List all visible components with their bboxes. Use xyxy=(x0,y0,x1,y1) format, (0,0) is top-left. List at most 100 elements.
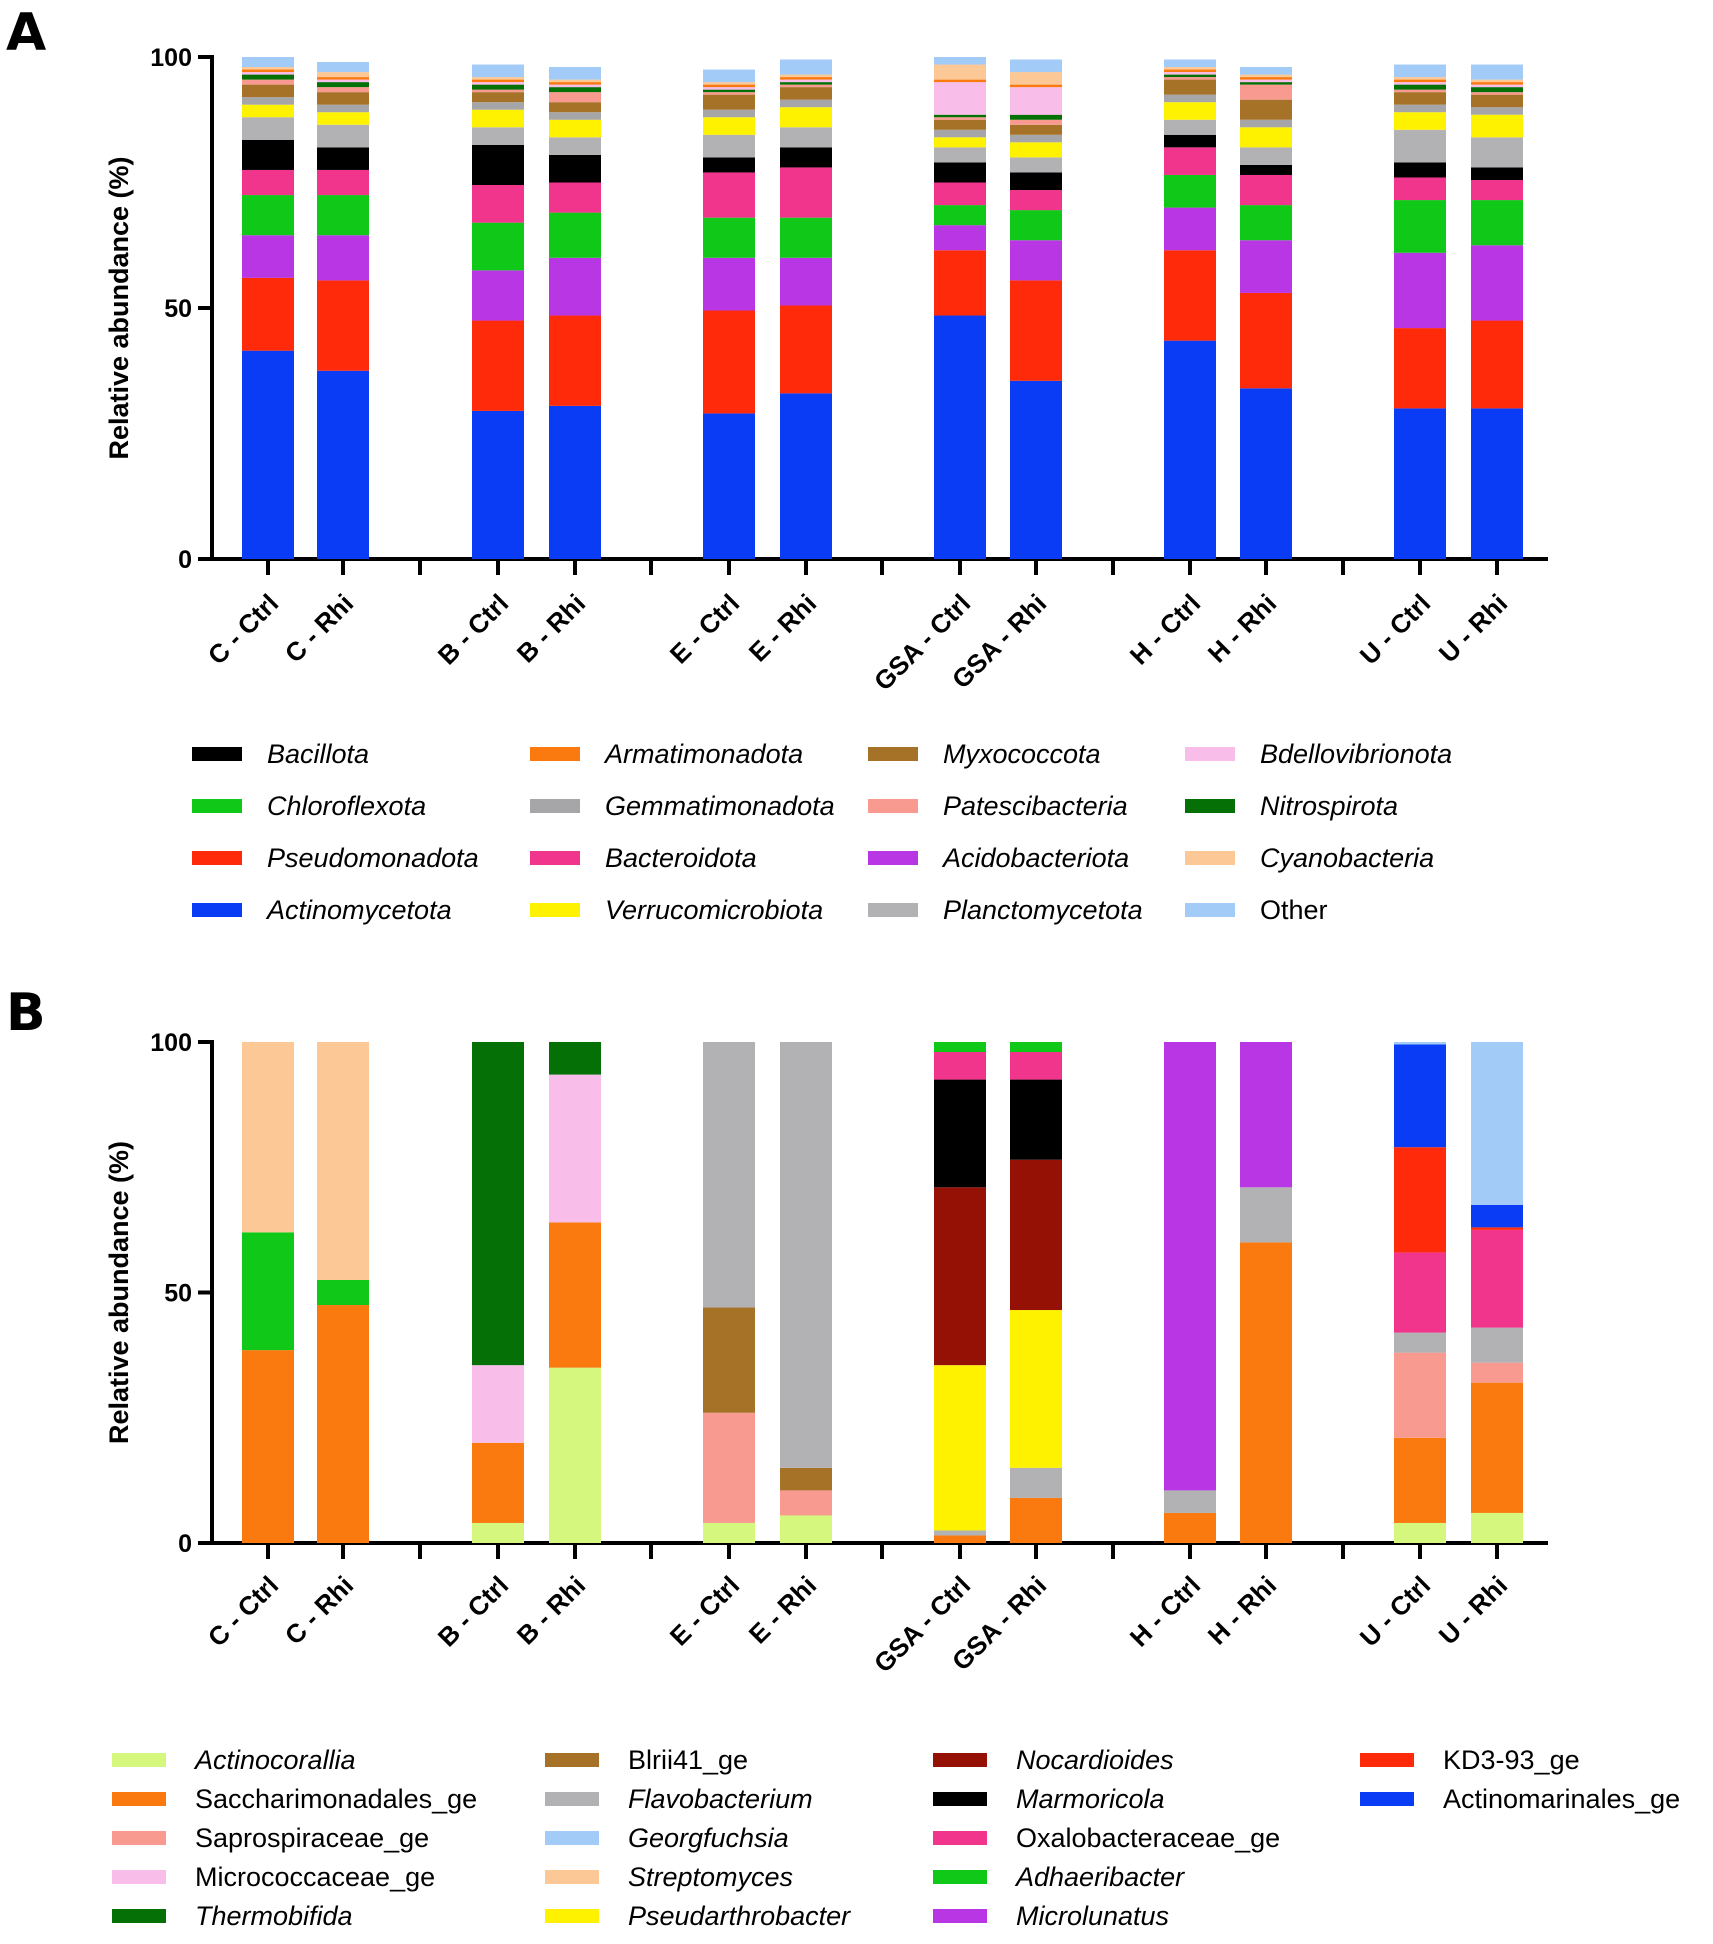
bar-segment-pseudomonadota-gsa-ctrl xyxy=(934,250,986,316)
x-tick-label-h-ctrl: H - Ctrl xyxy=(1124,588,1206,670)
bar-segment-verrucomicrobiota-h-rhi xyxy=(1240,127,1292,148)
bar-segment-bacteroidota-h-rhi xyxy=(1240,174,1292,206)
bar-segment-verrucomicrobiota-b-rhi xyxy=(549,119,601,138)
bar-segment-cyanobacteria-gsa-ctrl xyxy=(934,64,986,80)
legend-swatch-other xyxy=(1185,903,1235,917)
bar-segment-armatimonadota-c-ctrl xyxy=(242,69,294,73)
bar-segment-nitrospirota-e-rhi xyxy=(780,82,832,85)
bar-segment-actinomycetota-b-rhi xyxy=(549,405,601,559)
bar-segment-bdellovibrionota-h-rhi xyxy=(1240,79,1292,83)
bar-segment-flavobacterium-h-rhi xyxy=(1240,1187,1292,1243)
bar-segment-myxococcota-c-rhi xyxy=(317,92,369,105)
bar-segment-cyanobacteria-c-rhi xyxy=(317,72,369,78)
bar-segment-planctomycetota-gsa-rhi xyxy=(1010,157,1062,173)
legend-label-bacteroidota: Bacteroidota xyxy=(605,843,757,873)
bar-segment-chloroflexota-c-ctrl xyxy=(242,195,294,236)
bar-segment-microlunatus-h-ctrl xyxy=(1164,1042,1216,1491)
bar-segment-flavobacterium-u-ctrl xyxy=(1394,1332,1446,1353)
bar-segment-gemmatimonadota-u-rhi xyxy=(1471,107,1523,115)
bar-segment-actinocorallia-u-ctrl xyxy=(1394,1522,1446,1543)
bar-segment-nitrospirota-u-ctrl xyxy=(1394,84,1446,90)
legend-label-myxococcota: Myxococcota xyxy=(943,739,1101,769)
x-tick-label-h-rhi: H - Rhi xyxy=(1202,588,1282,668)
panel-letter: B xyxy=(6,983,46,1043)
bar-segment-acidobacteriota-u-ctrl xyxy=(1394,252,1446,329)
bar-segment-pseudomonadota-gsa-rhi xyxy=(1010,280,1062,381)
legend-label-microlunatus: Microlunatus xyxy=(1016,1901,1169,1931)
legend-swatch-planctomycetota xyxy=(868,903,918,917)
bar-segment-verrucomicrobiota-e-rhi xyxy=(780,107,832,128)
bar-segment-chloroflexota-h-rhi xyxy=(1240,205,1292,241)
bar-segment-patescibacteria-b-rhi xyxy=(549,92,601,103)
bar-segment-saccharimonadales-ge-gsa-rhi xyxy=(1010,1497,1062,1543)
bar-segment-bacteroidota-b-rhi xyxy=(549,182,601,213)
legend-label-flavobacterium: Flavobacterium xyxy=(628,1784,813,1814)
legend-swatch-myxococcota xyxy=(868,747,918,761)
bar-segment-myxococcota-gsa-rhi xyxy=(1010,124,1062,135)
bar-segment-chloroflexota-gsa-ctrl xyxy=(934,205,986,226)
legend-label-actinocorallia: Actinocorallia xyxy=(193,1745,356,1775)
bar-segment-microlunatus-h-rhi xyxy=(1240,1042,1292,1188)
bar-segment-cyanobacteria-e-ctrl xyxy=(703,82,755,85)
bar-segment-patescibacteria-gsa-rhi xyxy=(1010,119,1062,125)
bar-segment-pseudarthrobacter-gsa-rhi xyxy=(1010,1310,1062,1468)
bar-segment-planctomycetota-e-rhi xyxy=(780,127,832,148)
bar-segment-bacteroidota-e-rhi xyxy=(780,167,832,218)
bar-segment-planctomycetota-gsa-ctrl xyxy=(934,147,986,163)
legend-swatch-flavobacterium xyxy=(545,1792,599,1806)
bar-segment-kd3-93-ge-u-rhi xyxy=(1471,1227,1523,1230)
bar-segment-nitrospirota-gsa-ctrl xyxy=(934,114,986,118)
bar-segment-saprospiraceae-ge-u-rhi xyxy=(1471,1362,1523,1383)
bar-segment-bacillota-h-rhi xyxy=(1240,164,1292,175)
bar-segment-verrucomicrobiota-c-rhi xyxy=(317,112,369,125)
legend-label-saprospiraceae-ge: Saprospiraceae_ge xyxy=(195,1823,429,1853)
y-tick-label: 100 xyxy=(150,1029,192,1057)
bar-segment-streptomyces-c-rhi xyxy=(317,1042,369,1280)
bar-segment-actinocorallia-b-ctrl xyxy=(472,1522,524,1543)
bar-segment-other-b-ctrl xyxy=(472,64,524,78)
legend-swatch-pseudarthrobacter xyxy=(545,1909,599,1923)
bar-segment-marmoricola-gsa-rhi xyxy=(1010,1079,1062,1160)
bar-segment-gemmatimonadota-c-rhi xyxy=(317,104,369,113)
bar-segment-bacillota-c-ctrl xyxy=(242,139,294,170)
legend-label-saccharimonadales-ge: Saccharimonadales_ge xyxy=(195,1784,477,1814)
bar-segment-cyanobacteria-b-ctrl xyxy=(472,77,524,80)
bar-segment-actinomycetota-c-ctrl xyxy=(242,350,294,559)
legend-swatch-actinomycetota xyxy=(192,903,242,917)
bar-segment-cyanobacteria-c-ctrl xyxy=(242,67,294,70)
bar-segment-patescibacteria-h-rhi xyxy=(1240,84,1292,100)
x-tick-label-c-ctrl: C - Ctrl xyxy=(202,1570,284,1652)
legend-swatch-pseudomonadota xyxy=(192,851,242,865)
bar-segment-acidobacteriota-e-ctrl xyxy=(703,257,755,311)
bar-segment-nitrospirota-c-ctrl xyxy=(242,74,294,80)
bar-segment-pseudomonadota-b-ctrl xyxy=(472,320,524,411)
bar-segment-saccharimonadales-ge-h-ctrl xyxy=(1164,1512,1216,1543)
bar-segment-patescibacteria-u-ctrl xyxy=(1394,89,1446,93)
bar-segment-patescibacteria-h-ctrl xyxy=(1164,77,1216,80)
bar-segment-armatimonadota-e-rhi xyxy=(780,77,832,80)
bar-segment-nitrospirota-e-ctrl xyxy=(703,89,755,93)
bar-segment-verrucomicrobiota-gsa-ctrl xyxy=(934,137,986,148)
bar-segment-bacillota-u-ctrl xyxy=(1394,162,1446,178)
legend-swatch-nitrospirota xyxy=(1185,799,1235,813)
bar-segment-pseudomonadota-b-rhi xyxy=(549,315,601,406)
bar-segment-verrucomicrobiota-gsa-rhi xyxy=(1010,142,1062,158)
bar-segment-verrucomicrobiota-h-ctrl xyxy=(1164,102,1216,120)
bar-segment-acidobacteriota-u-rhi xyxy=(1471,245,1523,321)
bar-segment-gemmatimonadota-gsa-rhi xyxy=(1010,134,1062,143)
legend-label-patescibacteria: Patescibacteria xyxy=(943,791,1128,821)
bar-segment-myxococcota-b-ctrl xyxy=(472,92,524,103)
bar-segment-cyanobacteria-u-rhi xyxy=(1471,79,1523,83)
bar-segment-patescibacteria-e-rhi xyxy=(780,84,832,88)
x-tick-label-u-ctrl: U - Ctrl xyxy=(1354,1570,1436,1652)
bar-segment-chloroflexota-e-rhi xyxy=(780,217,832,258)
bar-segment-bdellovibrionota-u-ctrl xyxy=(1394,82,1446,85)
legend-swatch-actinocorallia xyxy=(112,1753,166,1767)
legend-swatch-saccharimonadales-ge xyxy=(112,1792,166,1806)
x-tick-label-h-ctrl: H - Ctrl xyxy=(1124,1570,1206,1652)
bar-segment-bacteroidota-c-rhi xyxy=(317,169,369,196)
bar-segment-nocardioides-gsa-ctrl xyxy=(934,1187,986,1366)
legend-swatch-actinomarinales-ge xyxy=(1360,1792,1414,1806)
legend-swatch-microlunatus xyxy=(933,1909,987,1923)
